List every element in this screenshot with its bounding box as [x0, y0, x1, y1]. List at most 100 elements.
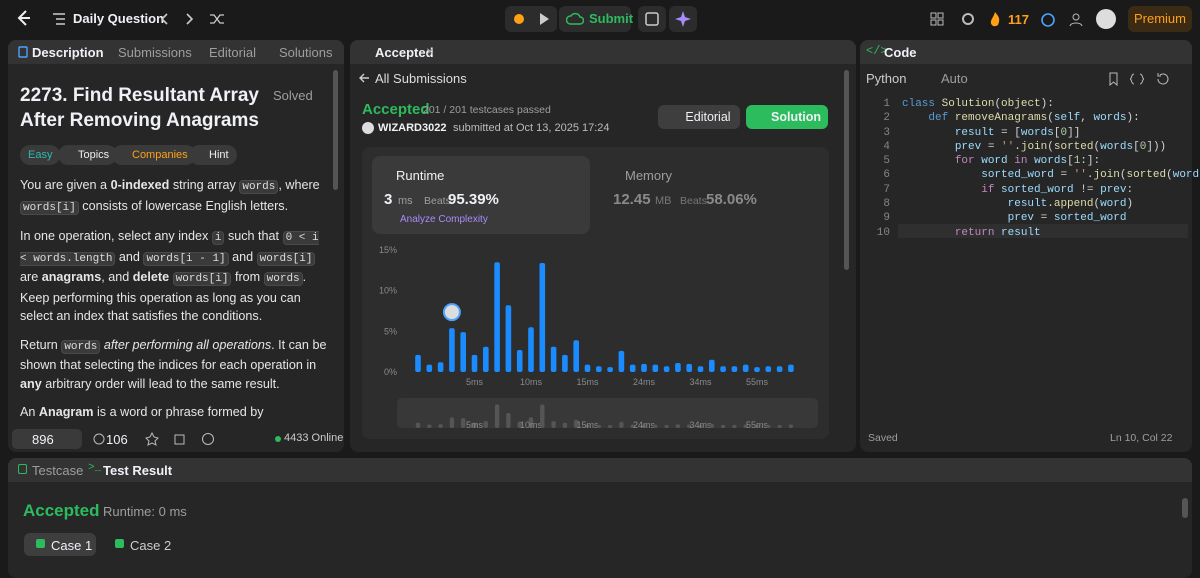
line-number: 9 [883, 212, 890, 225]
close-tab[interactable]: × [426, 43, 435, 59]
memory-label[interactable]: Memory [625, 168, 672, 183]
x-tick-label: 34ms [689, 377, 712, 387]
code-line: result = [words[0]] [954, 126, 1081, 139]
runtime-card[interactable] [372, 156, 590, 234]
result: Accepted [362, 101, 430, 118]
text-segment: arbitrary order will lead to the same re… [41, 376, 280, 391]
analyze-complexity[interactable]: Analyze Complexity [400, 214, 488, 225]
overview-bar [687, 424, 692, 428]
runtime-distribution[interactable]: 0% 5% 10% 15% 5ms 5ms 10ms 10ms 15ms 15ms 24ms 24ms… [350, 240, 856, 440]
editorial-button[interactable]: Editorial [658, 105, 740, 129]
overview-bar [698, 424, 703, 428]
bar [426, 364, 433, 372]
daily-question[interactable]: Daily Question [73, 11, 165, 26]
like-box[interactable] [12, 429, 82, 449]
overview-bar [585, 424, 590, 428]
bar [641, 363, 647, 372]
overview-bar [720, 424, 726, 428]
overview-bar [551, 421, 556, 428]
bar [516, 350, 523, 372]
scrollbar[interactable] [333, 70, 338, 190]
scrollbar[interactable] [1182, 498, 1188, 518]
list-icon[interactable] [52, 13, 66, 25]
note-button[interactable] [638, 6, 666, 32]
tab[interactable]: Solutions [279, 45, 333, 60]
tab[interactable]: Testcase [32, 463, 84, 478]
submitted-at: submitted at Oct 13, 2025 17:24 [453, 122, 610, 134]
nav-arrows[interactable] [158, 11, 228, 27]
submit-button[interactable]: Submit [559, 6, 633, 32]
description-panel: Description Submissions Editorial Soluti… [8, 40, 344, 452]
tab[interactable]: Editorial [209, 45, 256, 60]
streak-count[interactable]: 117 [1008, 12, 1029, 27]
bar [720, 366, 726, 372]
overview-bar [540, 404, 545, 428]
tab[interactable]: Test Result [103, 463, 173, 478]
code-line: prev = ''.join(sorted(words[0])) [954, 140, 1167, 153]
run-buttons[interactable] [505, 6, 557, 32]
online-dot [275, 436, 281, 442]
overview-bar [517, 421, 522, 428]
logo[interactable] [14, 9, 34, 29]
line-number: 2 [883, 112, 890, 125]
tag[interactable]: Companies [112, 145, 196, 165]
auto-mode[interactable]: Auto [941, 71, 968, 86]
username[interactable]: WIZARD3022 [378, 122, 447, 134]
tab-bar [8, 458, 1192, 482]
tag[interactable]: Hint [189, 145, 237, 165]
bar [584, 364, 591, 372]
premium-button[interactable]: Premium [1128, 6, 1192, 32]
overview-bar [607, 425, 613, 428]
overview-label: 55ms [746, 420, 769, 430]
bar [788, 364, 794, 372]
ai-button[interactable] [669, 6, 697, 32]
current-line [898, 224, 1188, 238]
overview-bar [709, 423, 714, 428]
code-panel: </> Code Python Auto Saved Ln 10, Col 22 [860, 40, 1192, 452]
back-arrow[interactable] [358, 72, 370, 84]
text-segment: anagrams [41, 270, 102, 284]
likes[interactable]: 896 [32, 432, 54, 447]
text-segment: You are given a [20, 178, 111, 192]
solution-button[interactable]: Solution [746, 105, 828, 129]
tab-bar [860, 40, 1192, 64]
text-segment: words[i] [256, 251, 316, 266]
comments[interactable]: 106 [106, 432, 128, 447]
text-segment: 0-indexed [110, 178, 170, 192]
overview-label: 10ms [520, 420, 543, 430]
footer-icons[interactable] [93, 432, 223, 446]
case-tab-active[interactable] [24, 533, 96, 556]
text-segment: consists of lowercase English letters. [78, 198, 289, 213]
beats-label: Beats [680, 195, 707, 207]
language-select[interactable]: Python [866, 71, 907, 86]
submission-panel: Accepted × All Submissions Accepted 201 … [350, 40, 856, 452]
top-icons[interactable] [928, 10, 1088, 28]
scrollbar[interactable] [844, 70, 849, 270]
tab[interactable]: Accepted [375, 45, 434, 60]
difficulty-tag[interactable]: Easy [20, 145, 61, 165]
all-submissions[interactable]: All Submissions [375, 71, 467, 86]
case-tab[interactable]: Case 1 [51, 538, 93, 553]
line-number: 3 [883, 126, 890, 139]
editor-icons[interactable] [1106, 72, 1186, 86]
tag[interactable]: Topics [58, 145, 118, 165]
avatar[interactable] [1095, 8, 1117, 30]
runtime-unit: ms [398, 195, 413, 207]
overview-bar [415, 422, 421, 428]
text-segment: words[i] [20, 200, 79, 215]
bar [618, 350, 625, 372]
text-segment: and [228, 249, 257, 264]
overview-bar [461, 418, 466, 428]
tab[interactable]: Submissions [118, 45, 192, 60]
desc-icon [18, 46, 28, 58]
text-segment: such that [224, 229, 283, 243]
bar [731, 366, 738, 372]
tab[interactable]: Description [32, 45, 104, 60]
runtime-label: Runtime [396, 168, 445, 183]
code-editor[interactable]: class Solution(object): def removeAnagra… [902, 97, 1200, 240]
overview-bar [675, 424, 681, 428]
y-tick-label: 10% [379, 286, 397, 296]
case-tab[interactable]: Case 2 [130, 538, 172, 553]
text-segment: delete [132, 270, 170, 284]
x-tick-label: 24ms [633, 377, 656, 387]
